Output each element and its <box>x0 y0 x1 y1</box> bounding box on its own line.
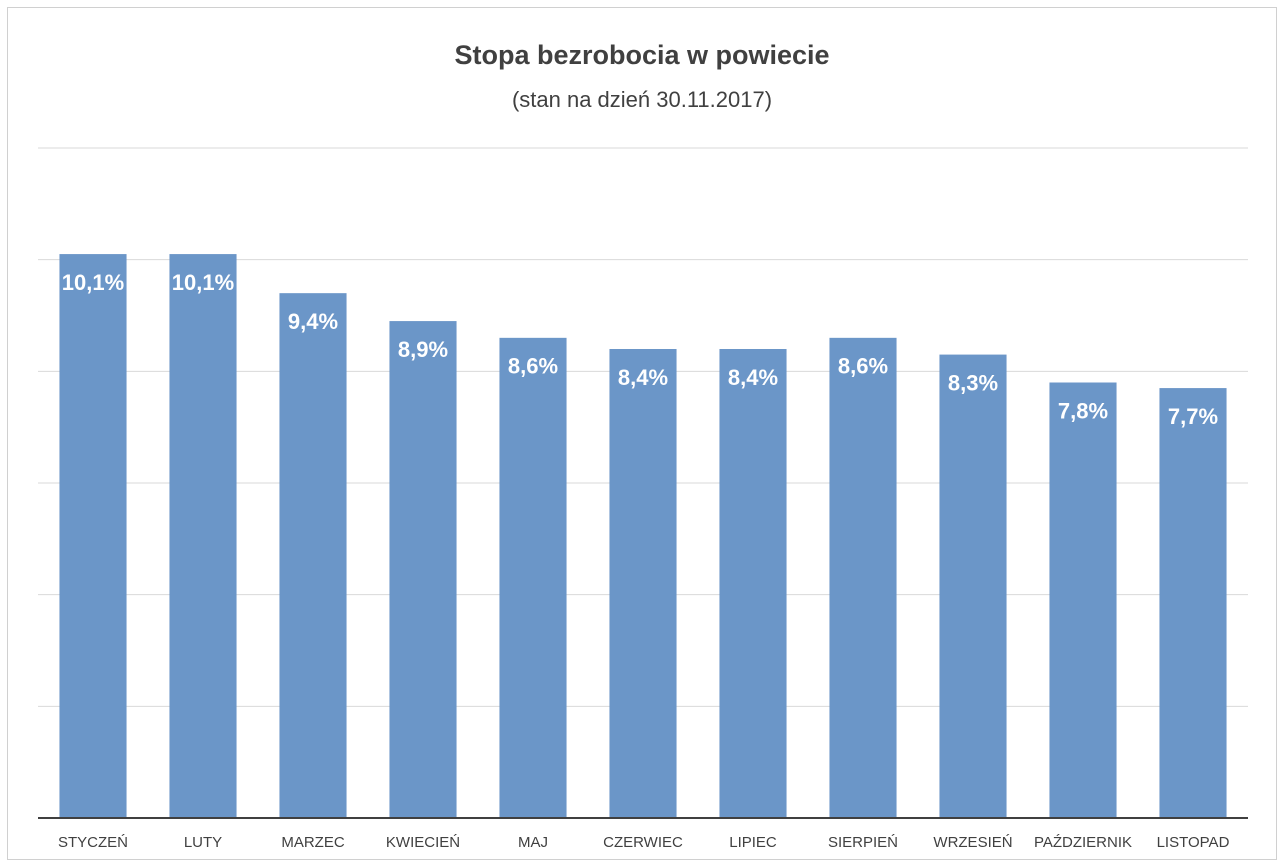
chart-subtitle: (stan na dzień 30.11.2017) <box>512 87 772 112</box>
data-label: 7,7% <box>1168 404 1218 429</box>
x-tick-label: WRZESIEŃ <box>933 834 1012 851</box>
x-tick-label: SIERPIEŃ <box>828 834 898 851</box>
bar <box>1159 388 1227 818</box>
x-tick-label: LIPIEC <box>729 834 777 851</box>
data-label: 10,1% <box>172 270 234 295</box>
data-label: 8,6% <box>838 354 888 379</box>
x-tick-label: CZERWIEC <box>603 834 683 851</box>
bar <box>609 349 677 818</box>
bar <box>279 293 347 819</box>
data-label: 8,9% <box>398 337 448 362</box>
x-tick-label: PAŹDZIERNIK <box>1034 834 1132 851</box>
bar <box>169 254 237 819</box>
data-label: 9,4% <box>288 309 338 334</box>
bar <box>939 354 1007 818</box>
x-tick-label: STYCZEŃ <box>58 834 128 851</box>
x-tick-label: MAJ <box>518 834 548 851</box>
bar <box>499 337 567 818</box>
data-label: 8,4% <box>618 365 668 390</box>
x-tick-label: LISTOPAD <box>1157 834 1230 851</box>
bar <box>389 321 457 818</box>
x-tick-label: KWIECIEŃ <box>386 834 460 851</box>
chart-title: Stopa bezrobocia w powiecie <box>454 40 829 70</box>
bar <box>59 254 127 819</box>
data-label: 8,4% <box>728 365 778 390</box>
bar <box>829 337 897 818</box>
data-label: 10,1% <box>62 270 124 295</box>
data-label: 8,6% <box>508 354 558 379</box>
bar <box>719 349 787 818</box>
data-label: 8,3% <box>948 370 998 395</box>
bar <box>1049 382 1117 818</box>
x-tick-label: MARZEC <box>281 834 345 851</box>
x-tick-label: LUTY <box>184 834 222 851</box>
data-label: 7,8% <box>1058 398 1108 423</box>
